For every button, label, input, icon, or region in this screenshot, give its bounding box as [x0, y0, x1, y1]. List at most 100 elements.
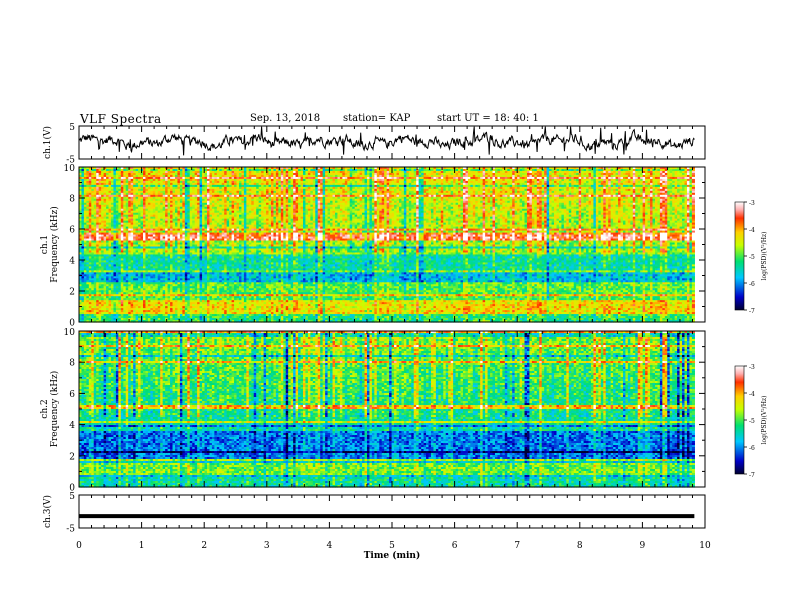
- ch1-spectrogram-cell: [128, 206, 132, 210]
- ch1-spectrogram-cell: [86, 238, 90, 242]
- ch1-spectrogram-cell: [140, 276, 144, 279]
- ch1-spectrogram-cell: [83, 192, 87, 196]
- ch1-spectrogram-cell: [111, 202, 115, 206]
- ch1-spectrogram-cell: [150, 194, 154, 198]
- ch1-spectrogram-cell: [103, 167, 107, 170]
- ch1-spectrogram-cell: [108, 198, 112, 202]
- ch1-spectrogram-cell: [155, 230, 159, 234]
- ch1-spectrogram-cell: [79, 182, 83, 186]
- ch1-spectrogram-cell: [130, 230, 134, 234]
- ch1-spectrogram-cell: [152, 298, 156, 301]
- ch1-spectrogram-cell: [123, 188, 127, 192]
- ch1-spectrogram-cell: [155, 248, 159, 252]
- ch1-spectrogram-cell: [91, 260, 95, 263]
- ch1-spectrogram-cell: [115, 168, 119, 172]
- ch1-spectrogram-cell: [115, 260, 119, 263]
- ch1-spectrogram-cell: [128, 264, 132, 267]
- ch1-spectrogram-cell: [86, 292, 90, 295]
- ch1-spectrogram-cell: [103, 242, 107, 246]
- ch1-spectrogram-cell: [133, 320, 137, 323]
- ch1-spectrogram-cell: [128, 256, 132, 260]
- ch1-spectrogram-cell: [125, 208, 129, 212]
- ch1-spectrogram-cell: [113, 292, 117, 295]
- ch1-spectrogram-cell: [103, 228, 107, 232]
- ch1-spectrogram-cell: [81, 228, 85, 232]
- ch1-spectrogram-cell: [91, 308, 95, 311]
- ch1-spectrogram-cell: [130, 304, 134, 307]
- ch1-spectrogram-cell: [93, 222, 97, 226]
- ch1-spectrogram-cell: [123, 264, 127, 267]
- ch1-spectrogram-cell: [123, 216, 127, 220]
- ch1-spectrogram-cell: [93, 192, 97, 196]
- ch1-spectrogram-cell: [120, 214, 124, 218]
- ch1-spectrogram-cell: [150, 264, 154, 267]
- ch1-spectrogram-cell: [125, 224, 129, 228]
- ch1-spectrogram-cell: [145, 184, 149, 188]
- ch1-spectrogram-cell: [147, 222, 151, 226]
- ch1-spectrogram-cell: [155, 178, 159, 182]
- ch1-spectrogram-cell: [98, 178, 102, 182]
- ch1-spectrogram-cell: [91, 224, 95, 228]
- ch1-spectrogram-cell: [108, 204, 112, 208]
- ch1-spectrogram-cell: [96, 268, 100, 271]
- ch1-spectrogram-cell: [145, 208, 149, 212]
- ch1-spectrogram-cell: [91, 220, 95, 224]
- ch1-spectrogram-cell: [86, 210, 90, 214]
- ch1-spectrogram-cell: [91, 280, 95, 283]
- ch1-spectrogram-cell: [86, 278, 90, 281]
- ch1-spectrogram-cell: [88, 204, 92, 208]
- ch1-spectrogram-cell: [155, 220, 159, 224]
- ch1-spectrogram-cell: [113, 302, 117, 305]
- ch1-spectrogram-cell: [96, 178, 100, 182]
- ch1-spectrogram-cell: [111, 246, 115, 250]
- ch1-spectrogram-cell: [98, 192, 102, 196]
- ch1-spectrogram-cell: [155, 204, 159, 208]
- ch1-spectrogram-cell: [133, 282, 137, 285]
- ch1-spectrogram-cell: [133, 168, 137, 172]
- ch1-spectrogram-cell: [145, 204, 149, 208]
- ch1-spectrogram-cell: [96, 300, 100, 303]
- ch1-spectrogram-cell: [111, 280, 115, 283]
- ch1-spectrogram-cell: [135, 290, 139, 293]
- ch1-spectrogram-cell: [152, 234, 156, 238]
- ch1-spectrogram-cell: [103, 180, 107, 184]
- ch1-spectrogram-cell: [133, 270, 137, 273]
- ch1-spectrogram-cell: [88, 206, 92, 210]
- ch1-spectrogram-cell: [123, 204, 127, 208]
- ch1-spectrogram-cell: [93, 310, 97, 313]
- ch1-spectrogram-cell: [140, 278, 144, 281]
- ch1-spectrogram-cell: [98, 174, 102, 178]
- ch1-spectrogram-cell: [150, 306, 154, 309]
- ch1-spectrogram-cell: [145, 318, 149, 321]
- ch1-spectrogram-cell: [93, 274, 97, 277]
- ch1-spectrogram-cell: [96, 230, 100, 234]
- ch1-spectrogram-cell: [123, 284, 127, 287]
- ch1-spectrogram-cell: [145, 316, 149, 319]
- ch1-spectrogram-cell: [79, 256, 83, 260]
- ch1-spectrogram-cell: [147, 184, 151, 188]
- ch1-spectrogram-cell: [96, 236, 100, 240]
- ch1-spectrogram-cell: [152, 178, 156, 182]
- ch1-spectrogram-cell: [128, 314, 132, 317]
- ch1-spectrogram-cell: [79, 210, 83, 214]
- ch1-spectrogram-cell: [133, 167, 137, 170]
- ch1-spectrogram-cell: [128, 312, 132, 315]
- ch1-spectrogram-cell: [115, 278, 119, 281]
- ch1-spectrogram-cell: [103, 256, 107, 260]
- ch1-spectrogram-cell: [103, 196, 107, 200]
- ch1-spectrogram-cell: [125, 258, 129, 261]
- ch1-spectrogram-cell: [79, 218, 83, 222]
- ch1-spectrogram-cell: [96, 276, 100, 279]
- ch1-spectrogram-cell: [120, 192, 124, 196]
- ch1-spectrogram-cell: [91, 268, 95, 271]
- ch1-spectrogram-cell: [118, 314, 122, 317]
- ch1-spectrogram-cell: [150, 216, 154, 220]
- ch1-spectrogram-cell: [83, 314, 87, 317]
- ch1-spectrogram-cell: [125, 180, 129, 184]
- ch1-spectrogram-cell: [103, 194, 107, 198]
- ch1-spectrogram-cell: [91, 298, 95, 301]
- ch1-spectrogram-cell: [155, 300, 159, 303]
- ch1-spectrogram-cell: [123, 218, 127, 222]
- ch1-spectrogram-cell: [98, 274, 102, 277]
- ch1-spectrogram-cell: [135, 266, 139, 269]
